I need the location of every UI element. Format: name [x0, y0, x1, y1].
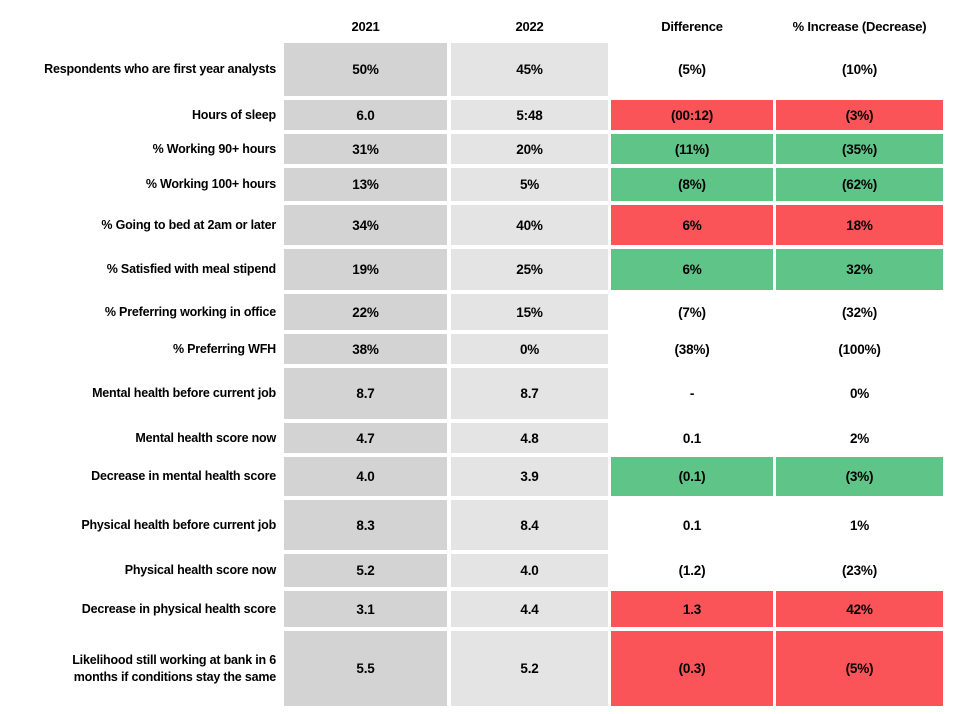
- value-2022-cell: 5:48: [451, 100, 608, 130]
- value-2021-cell: 19%: [284, 249, 447, 290]
- pct-change-cell: (35%): [776, 134, 943, 164]
- pct-change-cell: (23%): [841, 563, 877, 578]
- row-label: Decrease in physical health score: [81, 601, 276, 616]
- value-2021-cell: 8.3: [284, 500, 447, 550]
- row-label: Likelihood still working at bank in 6 mo…: [72, 652, 276, 684]
- value-2022-cell: 0%: [451, 334, 608, 364]
- value-2021-cell: 5.2: [284, 554, 447, 587]
- value-2022-cell: 8.7: [451, 368, 608, 419]
- row-label: Physical health score now: [124, 563, 277, 578]
- difference-cell: (5%): [678, 62, 706, 77]
- pct-change-cell: (100%): [838, 341, 881, 357]
- difference-cell: (38%): [674, 341, 710, 357]
- table-row: % Going to bed at 2am or later 34% 40% 6…: [0, 205, 968, 245]
- pct-change-cell: 1%: [849, 517, 870, 533]
- value-2022-cell: 4.8: [451, 423, 608, 453]
- pct-change-cell: 2%: [849, 430, 870, 446]
- pct-change-cell: 42%: [776, 591, 943, 627]
- difference-cell: (7%): [678, 304, 706, 320]
- difference-cell: (8%): [611, 168, 773, 201]
- value-2022-cell: 40%: [451, 205, 608, 245]
- difference-cell: 0.1: [682, 430, 702, 446]
- value-2022-cell: 5.2: [451, 631, 608, 706]
- table-row: Likelihood still working at bank in 6 mo…: [0, 631, 968, 706]
- column-header-difference: Difference: [661, 18, 723, 34]
- table-row: % Preferring working in office 22% 15% (…: [0, 294, 968, 330]
- pct-change-cell: 0%: [849, 386, 870, 401]
- difference-cell: (0.1): [611, 457, 773, 496]
- row-label: % Working 100+ hours: [145, 177, 276, 192]
- value-2022-cell: 5%: [451, 168, 608, 201]
- difference-cell: (1.2): [678, 563, 706, 578]
- value-2021-cell: 3.1: [284, 591, 447, 627]
- value-2021-cell: 31%: [284, 134, 447, 164]
- table-row: Physical health score now 5.2 4.0 (1.2) …: [0, 554, 968, 587]
- column-header-2021: 2021: [351, 18, 380, 34]
- value-2022-cell: 25%: [451, 249, 608, 290]
- pct-change-cell: (32%): [841, 304, 877, 320]
- row-label: Mental health before current job: [92, 386, 276, 401]
- row-label: Decrease in mental health score: [91, 469, 276, 484]
- value-2021-cell: 38%: [284, 334, 447, 364]
- value-2021-cell: 8.7: [284, 368, 447, 419]
- difference-cell: 0.1: [682, 517, 702, 533]
- pct-change-cell: (10%): [841, 62, 877, 77]
- row-label: % Preferring WFH: [172, 341, 276, 356]
- value-2021-cell: 6.0: [284, 100, 447, 130]
- pct-change-cell: 18%: [776, 205, 943, 245]
- table-row: % Preferring WFH 38% 0% (38%) (100%): [0, 334, 968, 364]
- value-2022-cell: 4.4: [451, 591, 608, 627]
- value-2022-cell: 45%: [451, 43, 608, 96]
- value-2022-cell: 8.4: [451, 500, 608, 550]
- table-row: Mental health score now 4.7 4.8 0.1 2%: [0, 423, 968, 453]
- table-row: Mental health before current job 8.7 8.7…: [0, 368, 968, 419]
- table-row: Physical health before current job 8.3 8…: [0, 500, 968, 550]
- table-row: % Working 100+ hours 13% 5% (8%) (62%): [0, 168, 968, 201]
- difference-cell: (0.3): [611, 631, 773, 706]
- value-2022-cell: 4.0: [451, 554, 608, 587]
- value-2022-cell: 3.9: [451, 457, 608, 496]
- row-label: % Preferring working in office: [104, 304, 276, 319]
- row-label: Respondents who are first year analysts: [44, 62, 276, 77]
- value-2021-cell: 50%: [284, 43, 447, 96]
- value-2021-cell: 4.0: [284, 457, 447, 496]
- value-2022-cell: 20%: [451, 134, 608, 164]
- table-row: Decrease in mental health score 4.0 3.9 …: [0, 457, 968, 496]
- table-row: Hours of sleep 6.0 5:48 (00:12) (3%): [0, 100, 968, 130]
- value-2021-cell: 5.5: [284, 631, 447, 706]
- table-row: % Satisfied with meal stipend 19% 25% 6%…: [0, 249, 968, 290]
- table-body: Respondents who are first year analysts …: [0, 43, 968, 706]
- value-2022-cell: 15%: [451, 294, 608, 330]
- pct-change-cell: (5%): [776, 631, 943, 706]
- difference-cell: 6%: [611, 205, 773, 245]
- difference-cell: 1.3: [611, 591, 773, 627]
- row-label: Mental health score now: [135, 430, 276, 445]
- table-row: Decrease in physical health score 3.1 4.…: [0, 591, 968, 627]
- difference-cell: (00:12): [611, 100, 773, 130]
- pct-change-cell: (62%): [776, 168, 943, 201]
- difference-cell: (11%): [611, 134, 773, 164]
- row-label: % Working 90+ hours: [152, 141, 277, 156]
- column-header-2022: 2022: [515, 18, 544, 34]
- pct-change-cell: (3%): [776, 457, 943, 496]
- difference-cell: 6%: [611, 249, 773, 290]
- header-corner-empty: [0, 15, 284, 37]
- value-2021-cell: 13%: [284, 168, 447, 201]
- table-row: Respondents who are first year analysts …: [0, 43, 968, 96]
- row-label: Physical health before current job: [81, 517, 276, 532]
- table-row: % Working 90+ hours 31% 20% (11%) (35%): [0, 134, 968, 164]
- pct-change-cell: (3%): [776, 100, 943, 130]
- header-row: 2021 2022 Difference % Increase (Decreas…: [0, 15, 968, 37]
- row-label: % Going to bed at 2am or later: [101, 217, 276, 232]
- difference-cell: -: [689, 386, 695, 401]
- row-label: % Satisfied with meal stipend: [106, 262, 276, 277]
- value-2021-cell: 22%: [284, 294, 447, 330]
- row-label: Hours of sleep: [191, 107, 276, 122]
- pct-change-cell: 32%: [776, 249, 943, 290]
- value-2021-cell: 34%: [284, 205, 447, 245]
- value-2021-cell: 4.7: [284, 423, 447, 453]
- column-header-pct-increase-decrease: % Increase (Decrease): [792, 18, 927, 34]
